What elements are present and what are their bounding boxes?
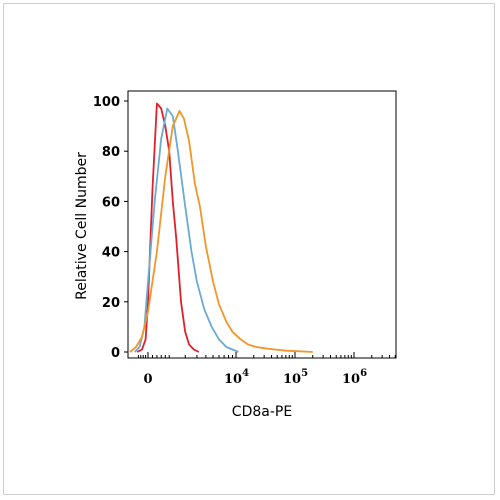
y-axis-label: Relative Cell Number xyxy=(74,152,90,300)
y-tick-label: 100 xyxy=(93,95,120,110)
x-tick-label: 106 xyxy=(342,368,367,387)
x-axis-label: CD8a-PE xyxy=(232,404,292,420)
y-tick-label: 0 xyxy=(111,346,120,361)
x-tick-label: 104 xyxy=(224,368,249,387)
plot-area xyxy=(127,90,397,359)
y-tick-label: 80 xyxy=(102,145,120,160)
series-group xyxy=(129,102,313,353)
y-tick-label: 20 xyxy=(102,296,120,311)
y-tick-label: 60 xyxy=(102,195,120,210)
y-axis: 0 20 40 60 80 100 xyxy=(93,95,128,361)
x-tick-label: 105 xyxy=(283,368,308,387)
plot-border xyxy=(127,90,397,359)
x-axis: 0 104 105 106 xyxy=(137,352,396,387)
y-tick-label: 40 xyxy=(102,246,120,261)
series-line-3 xyxy=(129,110,313,353)
series-line-2 xyxy=(134,107,239,353)
figure-frame xyxy=(3,3,495,495)
x-tick-label: 0 xyxy=(143,372,152,387)
